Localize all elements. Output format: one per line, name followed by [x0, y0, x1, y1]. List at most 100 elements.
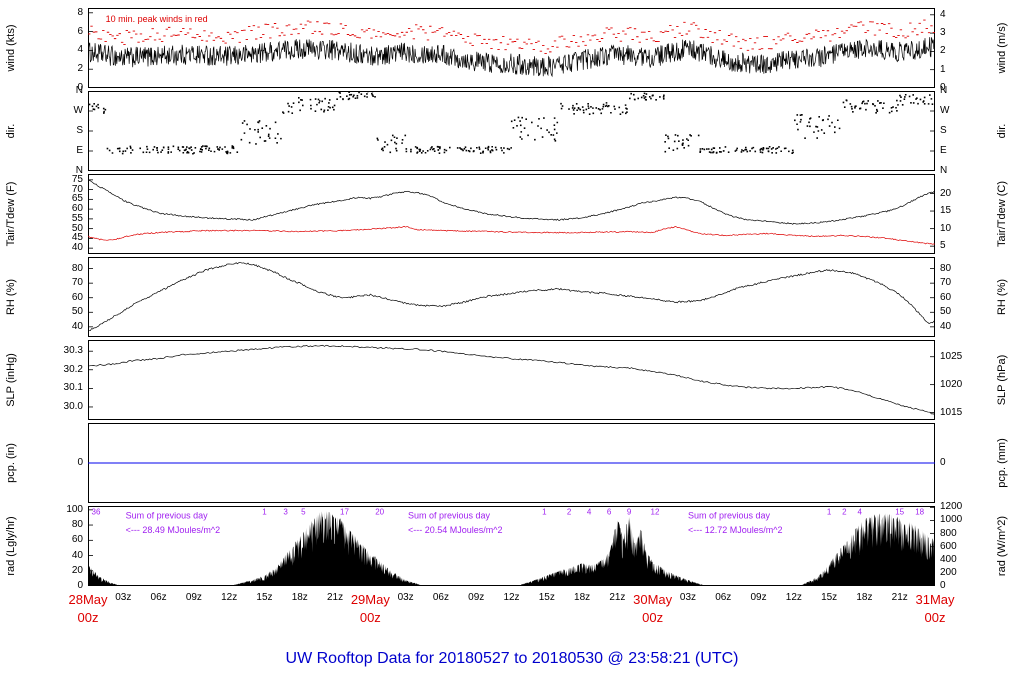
axis-label: SLP (hPa): [995, 354, 1008, 406]
y-tick-label: 70: [71, 183, 83, 195]
y-tick-label: 2: [77, 63, 83, 75]
axis-label: RH (%): [5, 278, 17, 316]
annotation-text: <--- 12.72 MJoules/m^2: [688, 525, 783, 535]
series-solar-radiation: [88, 511, 935, 586]
x-day-date: 31May: [915, 592, 955, 607]
yticks-right-pcp: 0: [935, 423, 979, 503]
series-wind-peak: [88, 19, 935, 54]
axis-label: wind (kts): [5, 24, 17, 72]
y-tick-label: 5: [940, 240, 946, 252]
annotation-text: 17: [340, 508, 349, 517]
y-tick-label: 4: [77, 44, 83, 56]
y-tick-label: 30.1: [63, 382, 83, 394]
yticks-left-wind: 8 6 4 2 0: [22, 7, 88, 93]
ylabel-right-slp: SLP (hPa): [979, 340, 1024, 420]
x-tick-label: 03z: [115, 592, 132, 603]
x-tick-label: 21z: [326, 592, 344, 603]
y-tick-label: 100: [66, 503, 83, 515]
x-day-hour: 00z: [924, 610, 946, 626]
x-day-label: 28May 00z: [58, 591, 118, 627]
y-tick-label: 65: [71, 193, 83, 205]
x-day-label: 30May 00z: [623, 591, 683, 627]
y-tick-label: 1015: [940, 406, 963, 418]
y-tick-label: 3: [940, 27, 946, 39]
y-tick-label: 15: [940, 205, 952, 217]
y-tick-label: N: [75, 165, 83, 176]
annotation-text: 1: [542, 508, 547, 517]
y-tick-label: 45: [71, 232, 83, 244]
annotation-text: Sum of previous day: [688, 511, 771, 521]
series-wind-avg: [88, 36, 935, 78]
y-tick-label: 20: [940, 187, 952, 199]
y-tick-label: 80: [940, 262, 952, 274]
panel-frame: [88, 174, 935, 254]
annotation-text: <--- 28.49 MJoules/m^2: [126, 525, 221, 535]
y-tick-label: E: [940, 145, 947, 156]
y-tick-label: 55: [71, 212, 83, 224]
y-tick-label: S: [940, 125, 947, 136]
axis-label: pcp. (mm): [995, 438, 1008, 488]
y-tick-label: N: [940, 165, 948, 176]
x-tick-label: 18z: [574, 592, 591, 603]
y-tick-label: 1: [940, 63, 946, 75]
y-tick-label: 1200: [940, 501, 963, 513]
chart-title: UW Rooftop Data for 20180527 to 20180530…: [285, 650, 739, 667]
y-tick-label: 2: [940, 45, 946, 57]
axis-label: wind (m/s): [995, 22, 1008, 74]
y-tick-label: 20: [71, 564, 83, 576]
annotation-text: 12: [651, 508, 660, 517]
axis-label: Tair/Tdew (C): [995, 180, 1008, 248]
axis-label: rad (W/m^2): [995, 515, 1008, 577]
ylabel-right-wind: wind (m/s): [979, 8, 1024, 88]
y-tick-label: 600: [940, 540, 957, 552]
x-tick-label: 12z: [503, 592, 520, 603]
y-tick-label: 40: [71, 242, 83, 254]
x-day-label: 29May 00z: [340, 591, 400, 627]
yticks-left-pcp: 0: [22, 423, 88, 503]
ylabel-left-rad: rad (Lgly/hr): [0, 506, 22, 586]
y-tick-label: W: [940, 105, 950, 116]
y-tick-label: 60: [940, 291, 952, 303]
ylabel-right-rad: rad (W/m^2): [979, 506, 1024, 586]
ylabel-right-pcp: pcp. (mm): [979, 423, 1024, 503]
x-day-hour: 00z: [359, 610, 381, 626]
plot-pcp: [88, 423, 935, 503]
annotation-text: 2: [567, 508, 572, 517]
annotation-text: 10 min. peak winds in red: [106, 14, 208, 24]
series-sea-level-pressure: [88, 344, 935, 416]
x-tick-label: 15z: [538, 592, 555, 603]
y-tick-label: 800: [940, 527, 957, 539]
yticks-left-temp: 75 70 65 60 55 50 45 40: [22, 174, 88, 254]
series-wind-direction: [88, 91, 934, 155]
panel-frame: [88, 506, 935, 586]
annotation-text: 2: [842, 508, 847, 517]
y-tick-label: 50: [71, 222, 83, 234]
y-tick-label: S: [76, 125, 83, 136]
annotation-text: 5: [301, 508, 306, 517]
y-tick-label: 30.0: [63, 400, 83, 412]
x-tick-label: 09z: [185, 592, 202, 603]
ylabel-right-dir: dir.: [979, 91, 1024, 171]
yticks-left-rad: 100 80 60 40 20 0: [22, 503, 88, 591]
yticks-left-rh: 80 70 60 50 40: [22, 257, 88, 337]
x-tick-label: 15z: [821, 592, 838, 603]
series-relative-humidity: [88, 262, 935, 332]
y-tick-label: 60: [71, 203, 83, 215]
panel-frame: [88, 8, 935, 88]
panel-temp: Tair/Tdew (F) 75 70 65 60 55 50 45 40 20 15 10 5 Tair…: [0, 174, 1024, 254]
panel-frame: [88, 340, 935, 420]
y-tick-label: 4: [940, 8, 946, 20]
y-tick-label: E: [76, 145, 83, 156]
axis-label: RH (%): [995, 278, 1008, 316]
x-day-date: 30May: [633, 592, 673, 607]
y-tick-label: 60: [71, 534, 83, 546]
y-tick-label: N: [940, 85, 948, 96]
annotation-text: 20: [375, 508, 384, 517]
x-day-date: 28May: [68, 592, 108, 607]
annotation-text: 18: [915, 508, 924, 517]
x-day-hour: 00z: [642, 610, 664, 626]
axis-label: Tair/Tdew (F): [5, 181, 17, 247]
y-tick-label: 1025: [940, 350, 963, 362]
y-tick-label: 400: [940, 553, 957, 565]
ylabel-left-dir: dir.: [0, 91, 22, 171]
